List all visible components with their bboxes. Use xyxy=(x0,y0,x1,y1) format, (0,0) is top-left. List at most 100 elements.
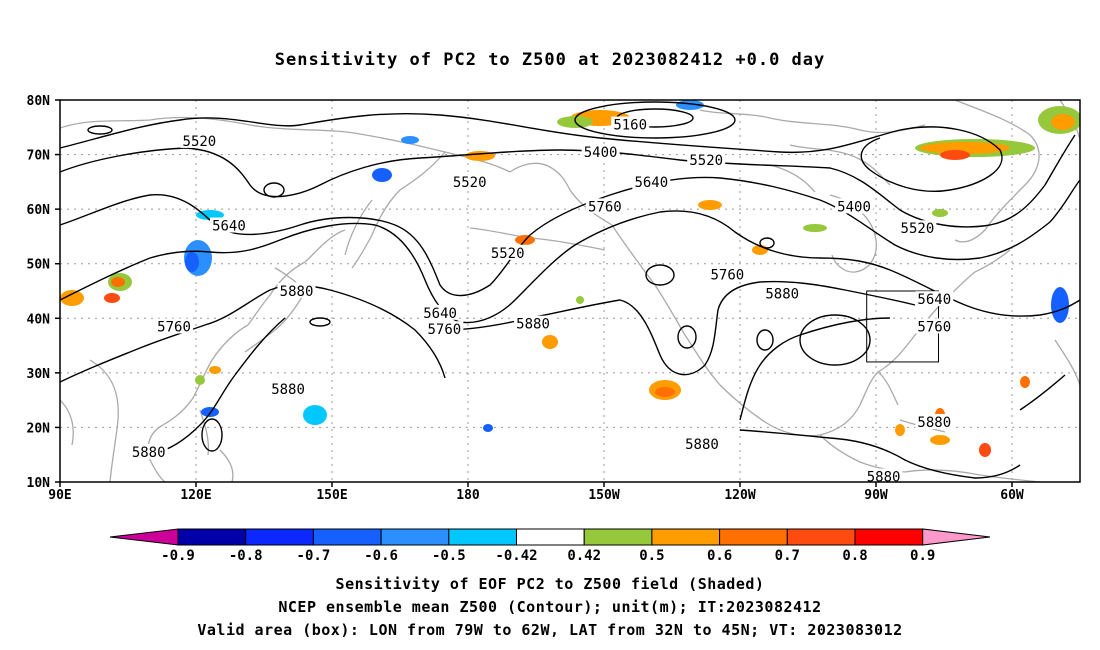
contour-label: 5400 xyxy=(837,199,871,215)
colorbar-low-arrow xyxy=(109,528,179,546)
footer-line-1: Sensitivity of EOF PC2 to Z500 field (Sh… xyxy=(335,575,765,593)
contour-label: 5760 xyxy=(588,199,622,215)
colorbar-label: 0.5 xyxy=(639,548,664,564)
contour-label: 5880 xyxy=(132,445,166,461)
colorbar-swatch xyxy=(380,528,450,546)
lon-label: 120W xyxy=(724,488,755,503)
latitude-labels: 80N 70N 60N 50N 40N 30N 20N 10N xyxy=(27,94,60,491)
contour-label: 5640 xyxy=(423,306,457,322)
contour-label-bg xyxy=(209,217,248,233)
contour-label-bg xyxy=(129,443,168,459)
contour-label: 5760 xyxy=(157,319,191,335)
colorbar-swatch xyxy=(312,528,382,546)
contour-label: 5880 xyxy=(516,317,550,333)
colorbar-swatch xyxy=(786,528,856,546)
contour-label-bg xyxy=(277,283,316,298)
contour-label: 5520 xyxy=(453,175,487,191)
contour-label: 5880 xyxy=(685,437,719,453)
lat-label: 70N xyxy=(27,149,51,164)
contour-label-bg xyxy=(514,315,553,331)
lon-label: 180 xyxy=(456,488,480,503)
lon-label: 150W xyxy=(588,488,619,503)
contour-label-bg xyxy=(488,244,527,260)
colorbar-swatch xyxy=(448,528,517,546)
map-frame xyxy=(59,99,1081,483)
contour-label: 5640 xyxy=(917,292,951,308)
colorbar-label: -0.5 xyxy=(432,548,466,564)
contour-label: 5880 xyxy=(917,415,951,431)
lon-label: 90W xyxy=(864,488,888,503)
colorbar-label: -0.42 xyxy=(495,548,537,564)
contour-label: 5880 xyxy=(280,284,314,300)
contour-label: 5880 xyxy=(867,470,901,486)
contour-label-bg xyxy=(708,266,747,282)
colorbar-label: 0.9 xyxy=(910,548,935,564)
colorbar-swatch xyxy=(719,528,788,546)
colorbar-label: 0.6 xyxy=(707,548,732,564)
colorbar-label: 0.7 xyxy=(775,548,800,564)
colorbar-label: -0.9 xyxy=(161,548,195,564)
contour-label-bg xyxy=(581,143,620,159)
contour-label: 5880 xyxy=(765,287,799,303)
colorbar-swatch xyxy=(854,528,924,546)
contour-label: 5760 xyxy=(917,319,951,335)
colorbar-label: 0.8 xyxy=(842,548,867,564)
contour-label-bg xyxy=(898,220,937,236)
contour-label-bg xyxy=(421,304,460,320)
contour-label: 5400 xyxy=(584,145,618,161)
contour-label-bg xyxy=(835,198,874,214)
lat-label: 30N xyxy=(27,367,51,382)
contour-label-bg xyxy=(915,318,954,334)
colorbar-label: 0.42 xyxy=(567,548,601,564)
colorbar-swatch xyxy=(583,528,653,546)
colorbar-high-arrow xyxy=(922,528,991,546)
colorbar-label: -0.6 xyxy=(364,548,398,564)
lat-label: 40N xyxy=(27,312,51,327)
lat-label: 20N xyxy=(27,421,51,436)
footer-line-3: Valid area (box): LON from 79W to 62W, L… xyxy=(197,621,903,639)
contour-label-bg xyxy=(763,285,802,301)
z500-contours xyxy=(60,101,1080,479)
colorbar-swatch xyxy=(177,528,247,546)
lon-label: 120E xyxy=(180,488,211,503)
colorbar-swatch xyxy=(245,528,314,546)
contour-label-bg xyxy=(425,321,464,337)
contour-label: 5520 xyxy=(689,153,723,169)
contour-label-bg xyxy=(450,173,489,189)
contour-label-bg xyxy=(682,435,721,451)
contour-label-bg xyxy=(585,198,624,214)
contour-label: 5880 xyxy=(271,382,305,398)
contour-label-bg xyxy=(864,468,903,484)
footer-line-2: NCEP ensemble mean Z500 (Contour); unit(… xyxy=(278,598,822,616)
colorbar: -0.9 -0.8 -0.7 -0.6 -0.5 -0.42 0.42 0.5 0.6 0.7 0.… xyxy=(109,528,991,564)
contour-label: 5640 xyxy=(212,219,246,235)
contour-label: 5760 xyxy=(710,268,744,284)
contour-label: 5520 xyxy=(901,221,935,237)
contour-label-bg xyxy=(915,291,954,307)
contour-label-bg xyxy=(180,132,219,148)
colorbar-label: -0.8 xyxy=(229,548,263,564)
contour-label: 5520 xyxy=(491,246,525,262)
contour-label: 5640 xyxy=(634,175,668,191)
lon-label: 60W xyxy=(1000,488,1024,503)
contour-label: 5760 xyxy=(427,322,461,338)
lat-label: 60N xyxy=(27,203,51,218)
lon-label: 150E xyxy=(316,488,347,503)
lat-label: 10N xyxy=(27,476,51,491)
contour-label: 5160 xyxy=(613,118,647,134)
colorbar-label: -0.7 xyxy=(297,548,331,564)
longitude-labels: 90E 120E 150E 180 150W 120W 90W 60W xyxy=(48,482,1024,503)
lon-label: 90E xyxy=(48,488,71,503)
contour-label-bg xyxy=(915,413,954,429)
colorbar-swatch xyxy=(516,528,585,546)
lat-label: 50N xyxy=(27,258,51,273)
colorbar-swatch xyxy=(651,528,721,546)
contour-label-bg xyxy=(269,381,308,397)
contour-label-bg xyxy=(611,116,650,132)
map-title: Sensitivity of PC2 to Z500 at 2023082412… xyxy=(274,50,826,70)
contour-label: 5520 xyxy=(183,134,217,150)
contour-label-bg xyxy=(155,318,194,334)
contour-label-bg xyxy=(687,152,726,168)
